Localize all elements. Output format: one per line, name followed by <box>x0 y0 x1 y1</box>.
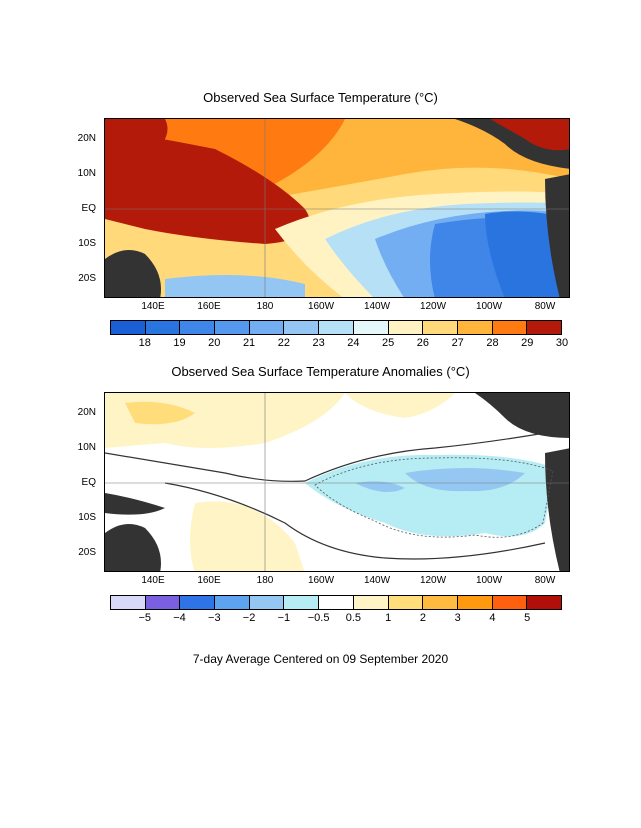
lon-label: 180 <box>256 301 274 312</box>
lon-label: 100W <box>475 575 503 586</box>
lon-label: 160W <box>307 301 335 312</box>
lon-label: 80W <box>534 575 556 586</box>
lon-label: 120W <box>419 575 447 586</box>
colorbar-swatch <box>388 321 424 334</box>
colorbar-swatch <box>145 321 181 334</box>
lon-label: 120W <box>419 301 447 312</box>
colorbar-label: 23 <box>312 337 325 349</box>
sst-colorbar <box>110 320 562 335</box>
colorbar-label: 30 <box>555 337 569 349</box>
lon-label: 160E <box>197 575 221 586</box>
lon-label: 160E <box>197 301 221 312</box>
anomaly-map <box>104 392 570 572</box>
date-caption: 7-day Average Centered on 09 September 2… <box>192 652 449 666</box>
colorbar-swatch <box>527 321 561 334</box>
lat-label: 20S <box>78 547 96 558</box>
colorbar-swatch <box>111 321 146 334</box>
colorbar-label: 4 <box>489 612 496 624</box>
colorbar-label: 24 <box>347 337 360 349</box>
colorbar-swatch <box>457 596 493 609</box>
colorbar-label: 25 <box>382 337 395 349</box>
lat-label: 10S <box>78 512 96 523</box>
sst-map-title: Observed Sea Surface Temperature (°C) <box>203 90 438 105</box>
colorbar-label: 22 <box>277 337 290 349</box>
colorbar-label: 28 <box>486 337 499 349</box>
lat-label: 20N <box>77 407 96 418</box>
colorbar-swatch <box>145 596 181 609</box>
lat-label: 10N <box>77 442 96 453</box>
lon-label: 100W <box>475 301 503 312</box>
colorbar-swatch <box>388 596 424 609</box>
colorbar-swatch <box>284 321 320 334</box>
colorbar-label: −3 <box>208 612 221 624</box>
lat-label: 10S <box>78 238 96 249</box>
sst-map-graphic <box>105 119 569 297</box>
colorbar-swatch <box>284 596 320 609</box>
colorbar-swatch <box>215 596 250 609</box>
colorbar-swatch <box>353 321 389 334</box>
colorbar-label: −0.5 <box>307 612 330 624</box>
lon-label: 80W <box>534 301 556 312</box>
colorbar-label: 3 <box>454 612 461 624</box>
colorbar-label: 27 <box>451 337 464 349</box>
colorbar-swatch <box>457 321 493 334</box>
colorbar-swatch <box>249 596 285 609</box>
lat-label: EQ <box>81 477 96 488</box>
colorbar-swatch <box>423 596 458 609</box>
lat-label: EQ <box>81 203 96 214</box>
lon-label: 140E <box>141 301 165 312</box>
colorbar-swatch <box>319 321 354 334</box>
colorbar-label: 20 <box>208 337 221 349</box>
colorbar-swatch <box>527 596 561 609</box>
colorbar-swatch <box>492 321 528 334</box>
colorbar-label: 21 <box>242 337 256 349</box>
colorbar-label: −5 <box>138 612 152 624</box>
colorbar-swatch <box>180 321 216 334</box>
colorbar-label: 0.5 <box>345 612 362 624</box>
colorbar-label: −4 <box>173 612 186 624</box>
colorbar-swatch <box>423 321 458 334</box>
colorbar-label: 19 <box>173 337 186 349</box>
colorbar-swatch <box>215 321 250 334</box>
colorbar-label: 5 <box>524 612 531 624</box>
lat-label: 20N <box>77 133 96 144</box>
lon-label: 140W <box>363 575 391 586</box>
lat-label: 20S <box>78 273 96 284</box>
colorbar-swatch <box>492 596 528 609</box>
sst-map <box>104 118 570 298</box>
colorbar-label: −1 <box>277 612 291 624</box>
colorbar-swatch <box>353 596 389 609</box>
colorbar-swatch <box>111 596 146 609</box>
lon-label: 140E <box>141 575 165 586</box>
colorbar-swatch <box>319 596 354 609</box>
anomaly-map-graphic <box>105 393 569 571</box>
lat-label: 10N <box>77 168 96 179</box>
lon-label: 140W <box>363 301 391 312</box>
colorbar-label: 26 <box>416 337 430 349</box>
anomaly-colorbar <box>110 595 562 610</box>
colorbar-label: 18 <box>138 337 151 349</box>
lon-label: 160W <box>307 575 335 586</box>
colorbar-label: 29 <box>521 337 534 349</box>
colorbar-label: −2 <box>242 612 256 624</box>
colorbar-swatch <box>180 596 216 609</box>
lon-label: 180 <box>256 575 274 586</box>
colorbar-swatch <box>249 321 285 334</box>
colorbar-label: 1 <box>385 612 392 624</box>
colorbar-label: 2 <box>419 612 426 624</box>
anomaly-map-title: Observed Sea Surface Temperature Anomali… <box>171 364 470 379</box>
